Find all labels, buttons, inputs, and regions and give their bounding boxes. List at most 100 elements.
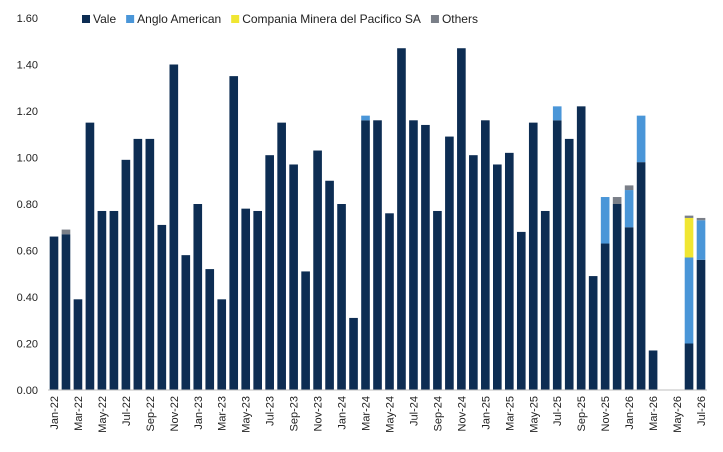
bar-others-dec-25 bbox=[612, 197, 622, 204]
bar-others-feb-22 bbox=[61, 229, 71, 235]
bar-anglo-american-feb-26 bbox=[636, 115, 646, 163]
x-tick-label: Nov-25 bbox=[600, 396, 612, 431]
x-tick-label: Nov-22 bbox=[169, 396, 181, 431]
bar-vale-mar-24 bbox=[361, 120, 370, 391]
bar-vale-may-23 bbox=[241, 208, 251, 390]
x-tick-label: Jul-22 bbox=[121, 396, 133, 426]
bar-vale-jun-24 bbox=[397, 48, 406, 390]
bar-vale-jul-26 bbox=[696, 259, 706, 390]
x-tick-label: Jan-26 bbox=[624, 396, 636, 430]
legend: Vale Anglo American Compania Minera del Pa… bbox=[82, 12, 478, 26]
bar-vale-feb-23 bbox=[205, 269, 215, 390]
bar-vale-oct-23 bbox=[301, 271, 310, 390]
bar-vale-apr-22 bbox=[85, 122, 95, 390]
x-tick-label: May-23 bbox=[241, 396, 253, 433]
bar-vale-jun-25 bbox=[540, 210, 550, 390]
bar-vale-feb-24 bbox=[349, 317, 358, 390]
bar-vale-aug-24 bbox=[421, 124, 430, 390]
x-axis-ticks: Jan-22 Mar-22 May-22 Jul-22 Sep-22 Nov-22 Jan-… bbox=[49, 396, 708, 433]
bar-vale-apr-23 bbox=[229, 76, 239, 391]
bar-anglo-american-jul-26 bbox=[696, 220, 706, 260]
bar-anglo-american-jul-25 bbox=[552, 106, 562, 121]
bar-vale-jul-24 bbox=[409, 120, 418, 391]
bar-vale-dec-25 bbox=[612, 204, 622, 390]
bar-anglo-american-jan-26 bbox=[624, 190, 634, 228]
y-tick-label: 1.40 bbox=[17, 60, 38, 72]
legend-label-others: Others bbox=[442, 12, 478, 26]
bar-vale-jun-22 bbox=[109, 210, 119, 390]
legend-swatch-vale bbox=[82, 15, 90, 23]
legend-label-vale: Vale bbox=[93, 12, 116, 26]
x-tick-label: May-24 bbox=[384, 396, 396, 433]
x-tick-label: Mar-24 bbox=[361, 396, 373, 431]
bar-vale-sep-23 bbox=[289, 164, 298, 390]
bar-vale-aug-25 bbox=[564, 138, 574, 390]
bar-vale-jan-23 bbox=[193, 204, 203, 390]
x-tick-label: Mar-22 bbox=[73, 396, 85, 431]
bar-vale-sep-22 bbox=[145, 138, 155, 390]
x-tick-label: Jan-23 bbox=[193, 396, 205, 430]
bar-vale-dec-22 bbox=[181, 255, 191, 390]
y-tick-label: 1.60 bbox=[17, 13, 38, 25]
bar-vale-dec-23 bbox=[325, 180, 334, 390]
bar-vale-mar-25 bbox=[504, 152, 514, 390]
bar-vale-jan-26 bbox=[624, 227, 634, 390]
bar-vale-feb-26 bbox=[636, 162, 646, 390]
bar-vale-nov-25 bbox=[600, 243, 610, 390]
bar-vale-aug-23 bbox=[277, 122, 286, 390]
bar-others-jan-26 bbox=[624, 185, 634, 191]
bar-vale-may-24 bbox=[385, 213, 394, 390]
bar-vale-dec-24 bbox=[469, 155, 478, 390]
bar-vale-oct-25 bbox=[588, 276, 598, 390]
bar-vale-may-22 bbox=[97, 210, 107, 390]
x-tick-label: Jul-26 bbox=[696, 396, 708, 426]
y-tick-label: 0.00 bbox=[17, 385, 38, 397]
bar-vale-sep-24 bbox=[433, 210, 442, 390]
legend-swatch-others bbox=[430, 15, 439, 23]
x-tick-label: May-25 bbox=[528, 396, 540, 433]
bar-vale-nov-22 bbox=[169, 64, 179, 390]
bar-anglo-american-nov-25 bbox=[600, 197, 610, 244]
bar-vale-nov-24 bbox=[457, 48, 466, 390]
x-tick-label: May-22 bbox=[97, 396, 109, 433]
x-tick-label: Jan-24 bbox=[337, 396, 349, 430]
x-tick-label: Jul-23 bbox=[265, 396, 277, 426]
y-tick-label: 0.80 bbox=[17, 199, 38, 211]
bar-vale-jan-22 bbox=[49, 236, 59, 390]
bar-anglo-american-mar-24 bbox=[361, 115, 370, 121]
y-tick-label: 0.60 bbox=[17, 246, 38, 258]
bar-vale-mar-26 bbox=[648, 350, 658, 390]
legend-swatch-compania-minera-del-pacifico-sa bbox=[231, 15, 240, 23]
bar-anglo-american-jun-26 bbox=[684, 257, 694, 344]
x-tick-label: Sep-22 bbox=[145, 396, 157, 431]
bar-vale-apr-24 bbox=[373, 120, 382, 391]
x-tick-label: Sep-24 bbox=[432, 396, 444, 431]
bar-others-jun-26 bbox=[684, 215, 694, 218]
bar-vale-apr-25 bbox=[516, 231, 526, 390]
y-tick-label: 1.20 bbox=[17, 106, 38, 118]
bar-vale-jul-23 bbox=[265, 155, 274, 390]
x-tick-label: Jul-25 bbox=[552, 396, 564, 426]
y-tick-label: 0.20 bbox=[17, 339, 38, 351]
bar-vale-sep-25 bbox=[576, 106, 586, 390]
bar-compania-minera-del-pacifico-sa-jun-26 bbox=[684, 217, 694, 258]
x-tick-label: Nov-24 bbox=[456, 396, 468, 431]
bar-vale-oct-24 bbox=[445, 136, 454, 390]
bar-vale-jun-23 bbox=[253, 210, 262, 390]
x-tick-label: Nov-23 bbox=[313, 396, 325, 431]
x-tick-label: Mar-26 bbox=[648, 396, 660, 431]
bar-vale-feb-22 bbox=[61, 234, 71, 390]
bar-vale-jul-22 bbox=[121, 159, 131, 390]
bar-vale-aug-22 bbox=[133, 138, 143, 390]
bar-others-jul-26 bbox=[696, 217, 706, 221]
bar-vale-may-25 bbox=[528, 122, 538, 390]
y-tick-label: 0.40 bbox=[17, 292, 38, 304]
legend-label-anglo-american: Anglo American bbox=[137, 12, 221, 26]
y-tick-label: 1.00 bbox=[17, 153, 38, 165]
bar-vale-jun-26 bbox=[684, 343, 694, 390]
x-tick-label: Jan-25 bbox=[480, 396, 492, 430]
bar-vale-nov-23 bbox=[313, 150, 322, 390]
x-tick-label: Sep-25 bbox=[576, 396, 588, 431]
